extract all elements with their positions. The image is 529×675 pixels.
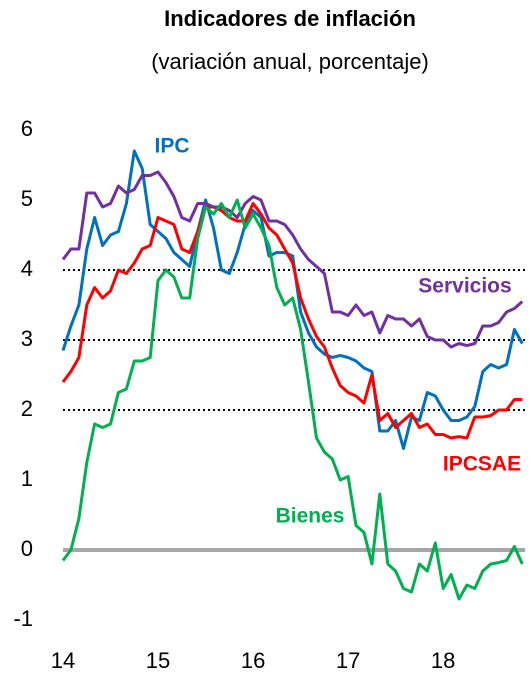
series-line (61, 198, 524, 601)
chart-subtitle: (variación anual, porcentaje) (151, 49, 429, 74)
y-tick-label: 3 (21, 326, 33, 351)
series-label: Bienes (276, 505, 345, 528)
x-tick-label: 18 (431, 648, 455, 673)
series-line (61, 149, 524, 450)
series-label: Servicios (418, 275, 511, 298)
series-line (61, 170, 524, 349)
x-tick-label: 15 (146, 648, 170, 673)
y-tick-label: 2 (21, 396, 33, 421)
series-label: IPCSAE (443, 453, 521, 476)
x-tick-label: 17 (336, 648, 360, 673)
y-tick-label: 4 (21, 256, 33, 281)
x-tick-label: 16 (241, 648, 265, 673)
y-tick-label: -1 (13, 606, 33, 631)
chart-title: Indicadores de inflación (164, 6, 416, 31)
x-tick-label: 14 (51, 648, 75, 673)
series-line (61, 202, 523, 440)
y-tick-label: 1 (21, 466, 33, 491)
series-label: IPC (154, 135, 189, 158)
y-tick-label: 6 (21, 116, 33, 141)
y-tick-label: 5 (21, 186, 33, 211)
y-tick-label: 0 (21, 536, 33, 561)
